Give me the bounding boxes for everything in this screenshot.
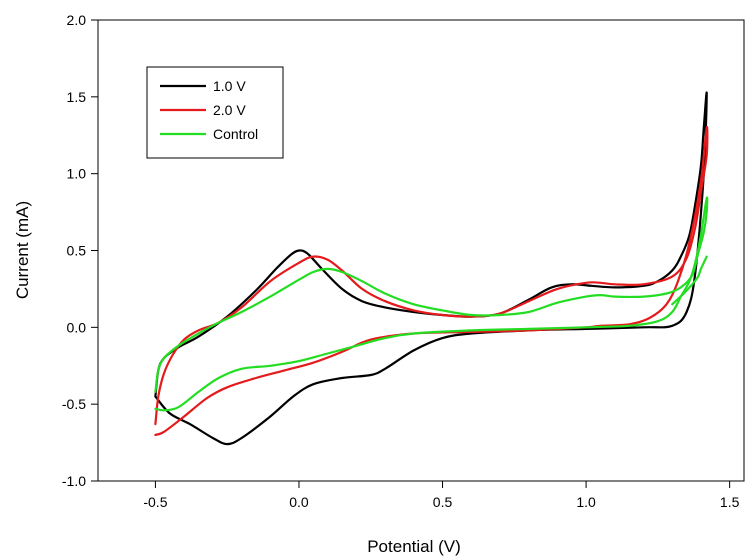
series-line-1-0-v [154, 91, 708, 446]
x-tick-label: 1.0 [576, 494, 596, 510]
x-tick-label: 1.5 [720, 494, 740, 510]
series-line-tail-3 [671, 255, 708, 306]
legend-box [146, 66, 284, 159]
legend-label: 1.0 V [213, 78, 246, 94]
series-line-control [154, 196, 709, 412]
y-axis: -1.0 -0.5 0.0 0.5 1.0 1.5 2.0 [62, 12, 98, 489]
series-layer [154, 91, 709, 446]
y-tick-label: 1.5 [67, 89, 87, 105]
y-tick-label: 1.0 [67, 166, 87, 182]
y-tick-label: -1.0 [62, 473, 86, 489]
y-tick-label: 0.0 [67, 319, 87, 335]
y-tick-label: -0.5 [62, 396, 86, 412]
y-tick-label: 0.5 [67, 243, 87, 259]
x-tick-label: 0.5 [433, 494, 453, 510]
x-tick-label: -0.5 [143, 494, 167, 510]
x-tick-label: 0.0 [289, 494, 309, 510]
y-tick-label: 2.0 [67, 12, 87, 28]
legend-label: Control [213, 126, 258, 142]
y-axis-title: Current (mA) [13, 201, 32, 299]
legend-items: 1.0 V 2.0 V Control [160, 78, 258, 142]
series-line-2-0-v [154, 125, 709, 436]
x-axis-title: Potential (V) [367, 537, 461, 556]
legend-label: 2.0 V [213, 102, 246, 118]
x-axis: -0.5 0.0 0.5 1.0 1.5 [143, 481, 740, 510]
legend: 1.0 V 2.0 V Control [146, 66, 284, 159]
